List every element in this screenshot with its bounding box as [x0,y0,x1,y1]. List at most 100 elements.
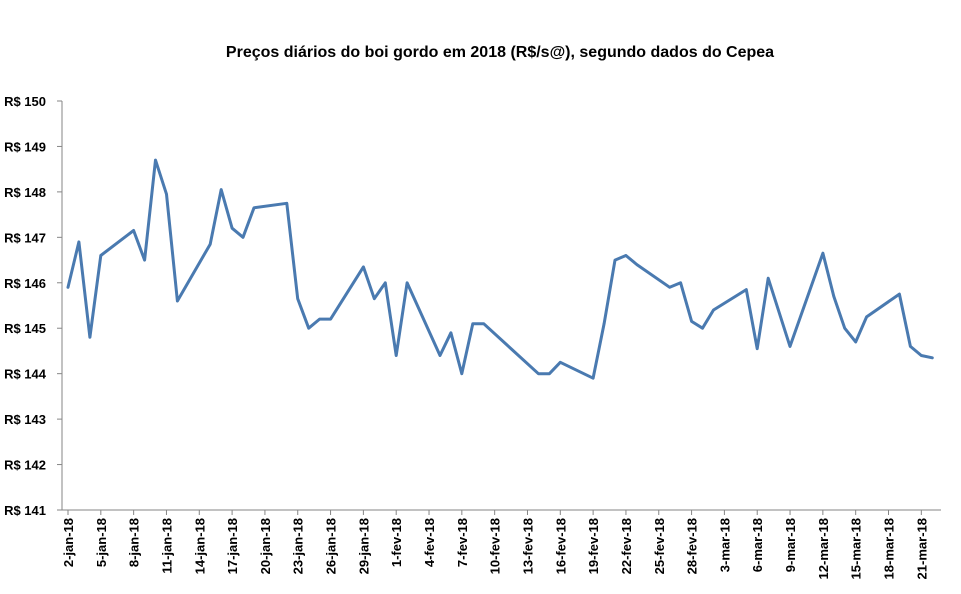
y-tick-label: R$ 145 [4,321,46,336]
data-point [176,299,179,303]
x-tick-label: 22-fev-18 [619,518,634,574]
data-point [241,236,245,239]
data-point [471,322,474,325]
x-tick-label: 15-mar-18 [849,518,864,579]
data-point [66,286,70,289]
series-line [66,158,934,380]
data-point [788,345,792,348]
data-point [767,277,770,280]
chart-title: Preços diários do boi gordo em 2018 (R$/… [225,44,775,61]
x-tick-label: 3-mar-18 [717,518,732,572]
data-point [548,372,551,375]
data-point [165,193,168,196]
data-point [701,327,704,330]
x-tick-label: 13-fev-18 [520,518,535,574]
data-point [690,320,693,323]
x-tick-label: 17-jan-18 [225,518,240,574]
data-point [220,188,223,191]
data-point [854,340,857,344]
x-tick-label: 10-fev-18 [488,518,503,574]
data-point [438,354,442,357]
data-point [920,354,923,357]
data-point [88,336,92,339]
data-point [405,281,409,284]
series-group [66,158,934,380]
y-tick-label: R$ 144 [4,367,47,382]
data-point [865,315,868,319]
x-tick-label: 18-mar-18 [882,518,897,579]
data-point [143,258,146,262]
y-tick-label: R$ 143 [4,412,46,427]
data-point [668,286,671,289]
data-point [449,331,453,334]
data-point [99,254,103,257]
y-tick-label: R$ 146 [4,276,46,291]
data-point [756,347,759,350]
x-tick-label: 4-fev-18 [422,518,437,567]
y-tick-label: R$ 142 [4,458,46,473]
data-point [373,297,376,300]
data-point [252,206,256,209]
data-point [537,372,540,375]
data-point [559,361,562,364]
x-tick-label: 19-fev-18 [586,518,601,574]
data-point [712,308,715,312]
axes [61,101,941,511]
x-tick-label: 23-jan-18 [291,518,306,574]
x-axis-ticks: 2-jan-18 5-jan-18 8-jan-18 11-jan-18 14-jan-… [61,510,929,579]
data-point [318,317,321,321]
data-point [395,354,398,357]
data-point [624,254,628,257]
data-point [898,292,901,296]
data-point [843,327,846,330]
data-point [591,377,595,380]
x-tick-label: 5-jan-18 [94,518,109,567]
x-tick-label: 26-jan-18 [324,518,339,574]
data-point [821,252,825,255]
x-tick-label: 14-jan-18 [192,518,207,574]
data-point [679,281,682,284]
data-point [230,227,234,230]
y-tick-label: R$ 150 [4,94,46,109]
x-tick-label: 21-mar-18 [914,518,929,579]
x-tick-label: 11-jan-18 [159,518,174,574]
data-point [296,297,299,300]
x-tick-label: 29-jan-18 [356,518,371,574]
data-point [909,345,912,348]
data-point [362,265,365,269]
data-point [329,317,332,321]
data-point [77,240,81,244]
x-tick-label: 12-mar-18 [816,518,831,579]
data-point [285,202,288,205]
data-point [384,281,387,284]
data-point [132,229,135,232]
y-axis-ticks: R$ 141 R$ 142 R$ 143 R$ 144 R$ 145 R$ 146 R$ 1… [4,94,62,518]
x-tick-label: 2-jan-18 [61,518,76,567]
x-tick-label: 8-jan-18 [127,518,142,567]
data-point [745,288,748,291]
data-point [209,243,212,246]
data-point [635,263,639,266]
x-tick-label: 6-mar-18 [750,518,765,572]
x-tick-label: 1-fev-18 [389,518,404,567]
y-tick-label: R$ 148 [4,185,46,200]
data-point [931,356,934,359]
data-point [460,372,463,375]
x-tick-label: 7-fev-18 [455,518,470,567]
x-tick-label: 28-fev-18 [685,518,700,574]
data-point [482,322,485,325]
y-tick-label: R$ 147 [4,230,46,245]
x-tick-label: 25-fev-18 [652,518,667,574]
data-point [154,158,157,162]
y-tick-label: R$ 149 [4,139,46,154]
y-tick-label: R$ 141 [4,503,46,518]
x-tick-label: 20-jan-18 [258,518,273,574]
x-tick-label: 16-fev-18 [553,518,568,574]
data-point [602,322,606,325]
x-tick-label: 9-mar-18 [783,518,798,572]
data-point [832,295,835,298]
data-point [613,258,617,262]
data-point [307,327,310,330]
